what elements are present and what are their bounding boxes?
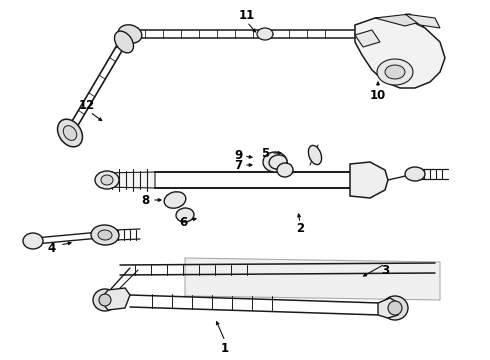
Text: 11: 11 <box>239 9 255 22</box>
Text: 8: 8 <box>141 194 149 207</box>
Text: 10: 10 <box>370 89 386 102</box>
Polygon shape <box>355 30 380 47</box>
Polygon shape <box>375 14 420 26</box>
Polygon shape <box>405 14 440 28</box>
Text: 7: 7 <box>234 158 242 171</box>
Ellipse shape <box>57 119 82 147</box>
Ellipse shape <box>95 171 119 189</box>
Polygon shape <box>100 288 130 310</box>
Text: 5: 5 <box>261 147 269 159</box>
Polygon shape <box>378 298 400 318</box>
Ellipse shape <box>23 233 43 249</box>
Ellipse shape <box>405 167 425 181</box>
Ellipse shape <box>412 21 424 29</box>
Ellipse shape <box>91 225 119 245</box>
Ellipse shape <box>176 208 194 222</box>
Ellipse shape <box>308 145 321 165</box>
Ellipse shape <box>63 126 77 140</box>
Ellipse shape <box>115 31 133 53</box>
Polygon shape <box>355 18 445 88</box>
Ellipse shape <box>377 59 413 85</box>
Ellipse shape <box>93 289 117 311</box>
Ellipse shape <box>257 28 273 40</box>
Ellipse shape <box>101 175 113 185</box>
Text: 2: 2 <box>296 221 304 234</box>
Ellipse shape <box>277 163 293 177</box>
Polygon shape <box>350 162 388 198</box>
Text: 1: 1 <box>221 342 229 355</box>
Ellipse shape <box>382 296 408 320</box>
Ellipse shape <box>263 152 287 172</box>
Ellipse shape <box>385 65 405 79</box>
Ellipse shape <box>118 25 142 43</box>
Text: 12: 12 <box>79 99 95 112</box>
Ellipse shape <box>269 155 287 169</box>
Ellipse shape <box>388 301 402 315</box>
Polygon shape <box>100 172 155 188</box>
Text: 3: 3 <box>381 264 389 276</box>
Text: 6: 6 <box>179 216 187 229</box>
Ellipse shape <box>99 294 111 306</box>
Text: 9: 9 <box>234 149 242 162</box>
Text: 4: 4 <box>48 242 56 255</box>
Ellipse shape <box>98 230 112 240</box>
Polygon shape <box>185 258 440 300</box>
Ellipse shape <box>164 192 186 208</box>
